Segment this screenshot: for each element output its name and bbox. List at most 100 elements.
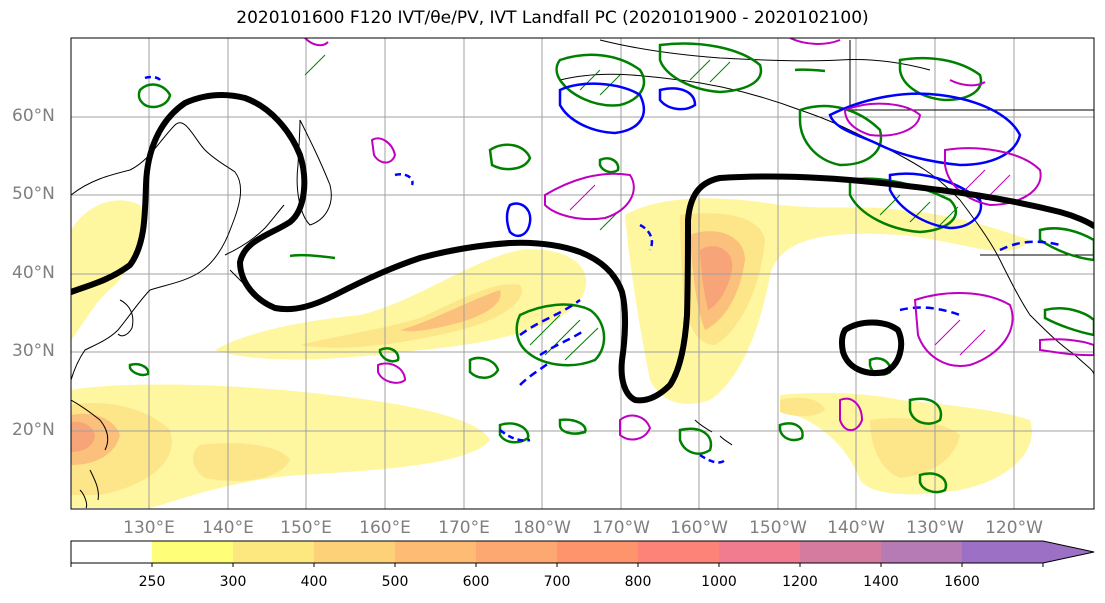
- colorbar-tick-1000: 1000: [701, 574, 737, 590]
- colorbar-tick-300: 300: [219, 574, 247, 590]
- green-contour-small-6: [289, 253, 336, 260]
- ivt-region-east-tropics-mid: [870, 418, 960, 478]
- coastline-alaska: [559, 73, 961, 201]
- green-contour-west: [137, 83, 172, 109]
- lat-label-20n: 20°N: [12, 420, 55, 440]
- green-contour-south: [468, 356, 500, 379]
- lat-label-40n: 40°N: [12, 263, 55, 283]
- green-contour-east-tropics: [908, 397, 943, 425]
- coastlines: [71, 39, 1094, 509]
- lon-label-160e: 160°E: [359, 518, 411, 538]
- border-canada-us: [849, 40, 1094, 256]
- colorbar-tick-400: 400: [300, 574, 328, 590]
- magenta-contour-west: [370, 137, 397, 164]
- blue-contour-dashed-tropics: [499, 429, 726, 464]
- magenta-contour-tropics-2: [839, 397, 864, 432]
- coastline-china-south: [71, 399, 109, 451]
- coastline-hawaii: [694, 419, 733, 446]
- blue-contour-dashed-east: [899, 240, 1061, 317]
- lon-label-150w: 150°W: [749, 518, 807, 538]
- ivt-region-east-pacific-peak: [700, 246, 733, 310]
- ivt-region-central-pacific-core: [300, 284, 522, 348]
- green-contour-hawaii: [778, 422, 804, 442]
- green-contour-east-tropics-2: [918, 472, 948, 494]
- ivt-region-central-pacific: [215, 249, 587, 360]
- ivt-region-mid-tropics: [193, 443, 290, 481]
- blue-contour-dashed-mid: [639, 223, 654, 251]
- blue-contour-small-1: [144, 75, 162, 81]
- landfall-contour-closed: [838, 319, 905, 376]
- blue-contour-gulf: [828, 92, 1022, 167]
- blue-contour-mid: [505, 202, 532, 238]
- coastline-korea: [117, 299, 134, 337]
- ivt-region-central-pacific-inner: [400, 290, 501, 332]
- magenta-contour-small-1: [377, 362, 407, 384]
- lon-label-140w: 140°W: [827, 518, 885, 538]
- lon-label-170w: 170°W: [592, 518, 650, 538]
- lon-label-140e: 140°E: [202, 518, 254, 538]
- lat-label-50n: 50°N: [12, 184, 55, 204]
- map-title: 2020101600 F120 IVT/θe/PV, IVT Landfall …: [236, 8, 869, 28]
- coastline-alaska-north: [599, 39, 931, 71]
- magenta-contour-gulf: [843, 102, 922, 137]
- green-contour-small-2: [378, 347, 400, 363]
- blue-contour-east: [888, 172, 983, 230]
- magenta-contour-southeast: [913, 292, 1014, 367]
- colorbar-tick-1600: 1600: [944, 574, 980, 590]
- green-contour-small-5: [128, 363, 150, 377]
- ivt-region-west-tropics-peak: [71, 421, 95, 452]
- blue-contour-alaska: [558, 82, 646, 135]
- lon-label-130e: 130°E: [123, 518, 175, 538]
- map-frame: [70, 37, 1095, 510]
- green-contour-mid: [488, 143, 532, 171]
- coastline-philippines: [79, 469, 99, 509]
- lon-label-120w: 120°W: [985, 518, 1043, 538]
- lat-label-60n: 60°N: [12, 106, 55, 126]
- colorbar-tick-700: 700: [543, 574, 571, 590]
- magenta-contours: [304, 38, 1094, 441]
- green-contour-tropics-2: [678, 427, 713, 455]
- green-contour-alaska-2: [658, 42, 763, 94]
- green-contour-alaska-1: [555, 53, 646, 107]
- colorbar-tick-1200: 1200: [782, 574, 818, 590]
- blue-contour-alaska-2: [658, 87, 697, 111]
- magenta-contour-east: [944, 147, 1042, 207]
- lon-label-160w: 160°W: [670, 518, 728, 538]
- colorbar-tick-1400: 1400: [863, 574, 899, 590]
- green-contour-tropics: [498, 422, 530, 444]
- coastline-north-america: [959, 199, 1094, 376]
- green-contour-northeast: [898, 56, 983, 102]
- graticule: [71, 38, 1094, 509]
- lon-label-130w: 130°W: [906, 518, 964, 538]
- magenta-contour-coast: [1039, 338, 1094, 357]
- landfall-contour-main: [71, 92, 1094, 404]
- ivt-region-east-tropics-small: [780, 397, 825, 417]
- colorbar: [70, 540, 1095, 567]
- ivt-region-asia: [71, 200, 144, 340]
- lon-label-150e: 150°E: [280, 518, 332, 538]
- magenta-contour-mid-pacific: [544, 172, 635, 221]
- colorbar-tick-800: 800: [624, 574, 652, 590]
- coastline-asia: [71, 122, 242, 381]
- landfall-contour: [71, 92, 1094, 404]
- green-contours: [128, 42, 1094, 494]
- green-contour-dateline: [515, 303, 606, 367]
- colorbar-tick-500: 500: [381, 574, 409, 590]
- magenta-hatched-regions: [569, 169, 1011, 356]
- green-contour-small-1: [598, 157, 620, 174]
- blue-contours: [144, 75, 1061, 464]
- magenta-contour-tropics: [619, 414, 652, 441]
- blue-contour-small-2: [394, 173, 414, 186]
- colorbar-tick-600: 600: [462, 574, 490, 590]
- lon-label-180w: 180°W: [513, 518, 571, 538]
- lat-label-30n: 30°N: [12, 341, 55, 361]
- green-contour-small-4: [558, 418, 587, 435]
- blue-contour-dashed-dateline: [519, 298, 586, 386]
- magenta-contour-top: [304, 38, 986, 87]
- green-contour-coast: [1038, 227, 1094, 262]
- colorbar-tick-250: 250: [138, 574, 166, 590]
- green-contour-small-7: [794, 68, 826, 73]
- lon-label-170e: 170°E: [438, 518, 490, 538]
- green-contour-southwest: [1043, 307, 1094, 337]
